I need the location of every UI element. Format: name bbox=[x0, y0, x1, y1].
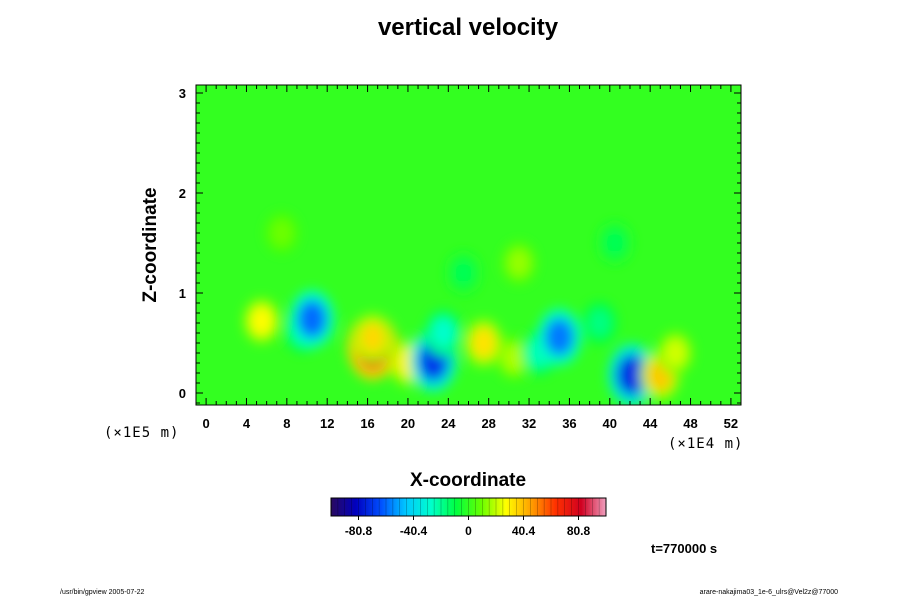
x-tick-label: 8 bbox=[283, 416, 290, 431]
y-tick-label: 1 bbox=[179, 286, 186, 301]
footer-file: arare-nakajima03_1e-6_ulrs@Vel2z@77000 bbox=[699, 589, 838, 596]
x-tick-label: 28 bbox=[481, 416, 495, 431]
time-label: t=770000 s bbox=[651, 541, 718, 556]
x-tick-label: 20 bbox=[401, 416, 415, 431]
heatmap-feature bbox=[249, 305, 274, 337]
y-axis-label: Z-coordinate bbox=[140, 187, 161, 303]
y-tick-label: 0 bbox=[179, 386, 186, 401]
x-tick-label: 16 bbox=[360, 416, 374, 431]
heatmap-feature bbox=[603, 229, 626, 257]
heatmap-feature bbox=[297, 299, 327, 339]
x-tick-label: 52 bbox=[724, 416, 738, 431]
chart-title: vertical velocity bbox=[377, 14, 559, 41]
x-tick-label: 48 bbox=[683, 416, 697, 431]
heatmap-feature bbox=[507, 249, 531, 277]
colorbar: -80.8 -40.4 0 40.4 80.8 bbox=[330, 497, 607, 538]
heatmap-feature bbox=[616, 354, 648, 396]
x-axis-label: X-coordinate bbox=[409, 470, 527, 491]
heatmap-feature bbox=[588, 308, 612, 338]
x-tick-label: 12 bbox=[320, 416, 334, 431]
heatmap-feature bbox=[544, 318, 574, 356]
colorbar-tick-label: -40.4 bbox=[400, 524, 428, 538]
colorbar-tick-label: 0 bbox=[465, 524, 472, 538]
x-axis-multiplier: (×1E4 m) bbox=[668, 436, 744, 452]
heatmap-feature bbox=[359, 321, 386, 355]
heatmap-feature bbox=[452, 259, 475, 287]
x-tick-label: 0 bbox=[202, 416, 209, 431]
footer-command: /usr/bin/gpview 2005-07-22 bbox=[60, 589, 145, 596]
colorbar-tick-label: 80.8 bbox=[567, 524, 591, 538]
heatmap-feature bbox=[663, 338, 688, 368]
x-tick-label: 4 bbox=[243, 416, 251, 431]
y-axis-multiplier: (×1E5 m) bbox=[104, 425, 180, 441]
heatmap-feature bbox=[270, 219, 293, 247]
heatmap-feature bbox=[470, 327, 497, 359]
x-tick-label: 32 bbox=[522, 416, 536, 431]
x-tick-label: 44 bbox=[643, 416, 658, 431]
y-tick-label: 2 bbox=[179, 186, 186, 201]
heatmap-feature bbox=[502, 343, 526, 373]
colorbar-tick-label: -80.8 bbox=[345, 524, 373, 538]
x-tick-label: 40 bbox=[603, 416, 617, 431]
plot-area bbox=[196, 85, 741, 405]
heatmap-feature bbox=[431, 317, 456, 349]
y-tick-label: 3 bbox=[179, 86, 186, 101]
colorbar-tick-label: 40.4 bbox=[512, 524, 536, 538]
x-tick-label: 24 bbox=[441, 416, 456, 431]
x-tick-label: 36 bbox=[562, 416, 576, 431]
